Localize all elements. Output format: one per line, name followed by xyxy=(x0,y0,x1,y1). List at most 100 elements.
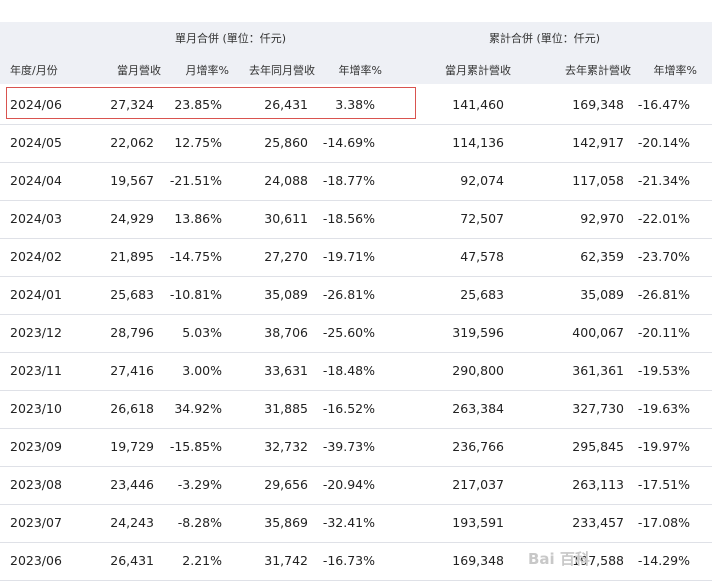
cumulative-yoy-rate-cell: -20.11% xyxy=(637,325,690,340)
period-cell: 2023/08 xyxy=(10,477,62,492)
last-year-monthly-revenue-cell: 27,270 xyxy=(264,249,308,264)
period-cell: 2024/05 xyxy=(10,135,62,150)
last-year-monthly-revenue-cell: 30,611 xyxy=(264,211,308,226)
last-year-monthly-revenue-cell: 31,742 xyxy=(264,553,308,568)
last-year-monthly-revenue-cell: 31,885 xyxy=(264,401,308,416)
column-header: 年度/月份 xyxy=(10,64,58,77)
yoy-rate-cell: -39.73% xyxy=(322,439,375,454)
cumulative-yoy-rate-cell: -17.51% xyxy=(637,477,690,492)
period-cell: 2023/07 xyxy=(10,515,62,530)
table-row: 2024/03 24,929 13.86% 30,611 -18.56% 72,507 92… xyxy=(0,200,712,239)
period-cell: 2024/02 xyxy=(10,249,62,264)
monthly-revenue-cell: 22,062 xyxy=(110,135,154,150)
mom-rate-cell: 3.00% xyxy=(182,363,222,378)
yoy-rate-cell: 3.38% xyxy=(335,97,375,112)
table-row: 2023/12 28,796 5.03% 38,706 -25.60% 319,596 40… xyxy=(0,314,712,353)
table-row: 2023/08 23,446 -3.29% 29,656 -20.94% 217,037 2… xyxy=(0,466,712,505)
column-header: 年增率% xyxy=(338,64,382,77)
last-year-cumulative-revenue-cell: 263,113 xyxy=(572,477,624,492)
monthly-revenue-cell: 27,324 xyxy=(110,97,154,112)
table-header xyxy=(0,22,712,84)
period-cell: 2024/01 xyxy=(10,287,62,302)
table-row: 2024/02 21,895 -14.75% 27,270 -19.71% 47,578 6… xyxy=(0,238,712,277)
monthly-revenue-cell: 21,895 xyxy=(110,249,154,264)
cumulative-revenue-cell: 319,596 xyxy=(452,325,504,340)
period-cell: 2023/06 xyxy=(10,553,62,568)
mom-rate-cell: 12.75% xyxy=(174,135,222,150)
period-cell: 2024/03 xyxy=(10,211,62,226)
mom-rate-cell: -21.51% xyxy=(169,173,222,188)
last-year-monthly-revenue-cell: 35,089 xyxy=(264,287,308,302)
last-year-monthly-revenue-cell: 29,656 xyxy=(264,477,308,492)
cumulative-yoy-rate-cell: -26.81% xyxy=(637,287,690,302)
cumulative-revenue-cell: 169,348 xyxy=(452,553,504,568)
last-year-cumulative-revenue-cell: 142,917 xyxy=(572,135,624,150)
last-year-monthly-revenue-cell: 32,732 xyxy=(264,439,308,454)
monthly-revenue-cell: 25,683 xyxy=(110,287,154,302)
cumulative-yoy-rate-cell: -20.14% xyxy=(637,135,690,150)
period-cell: 2024/04 xyxy=(10,173,62,188)
mom-rate-cell: -3.29% xyxy=(177,477,222,492)
last-year-cumulative-revenue-cell: 169,348 xyxy=(572,97,624,112)
last-year-cumulative-revenue-cell: 295,845 xyxy=(572,439,624,454)
cumulative-revenue-cell: 141,460 xyxy=(452,97,504,112)
group-header-monthly: 單月合併 (單位：仟元) xyxy=(175,32,287,45)
yoy-rate-cell: -14.69% xyxy=(322,135,375,150)
yoy-rate-cell: -18.48% xyxy=(322,363,375,378)
last-year-monthly-revenue-cell: 33,631 xyxy=(264,363,308,378)
table-row: 2024/05 22,062 12.75% 25,860 -14.69% 114,136 1… xyxy=(0,124,712,163)
last-year-cumulative-revenue-cell: 233,457 xyxy=(572,515,624,530)
cumulative-yoy-rate-cell: -19.97% xyxy=(637,439,690,454)
table-row: 2023/06 26,431 2.21% 31,742 -16.73% 169,348 19… xyxy=(0,542,712,581)
yoy-rate-cell: -25.60% xyxy=(322,325,375,340)
table-row: 2023/11 27,416 3.00% 33,631 -18.48% 290,800 36… xyxy=(0,352,712,391)
cumulative-yoy-rate-cell: -16.47% xyxy=(637,97,690,112)
period-cell: 2024/06 xyxy=(10,97,62,112)
cumulative-yoy-rate-cell: -22.01% xyxy=(637,211,690,226)
column-header: 去年累計營收 xyxy=(565,64,631,77)
monthly-revenue-cell: 19,729 xyxy=(110,439,154,454)
last-year-cumulative-revenue-cell: 62,359 xyxy=(580,249,624,264)
cumulative-yoy-rate-cell: -21.34% xyxy=(637,173,690,188)
mom-rate-cell: -10.81% xyxy=(169,287,222,302)
cumulative-revenue-cell: 25,683 xyxy=(460,287,504,302)
yoy-rate-cell: -20.94% xyxy=(322,477,375,492)
table-row: 2023/10 26,618 34.92% 31,885 -16.52% 263,384 3… xyxy=(0,390,712,429)
monthly-revenue-cell: 26,618 xyxy=(110,401,154,416)
cumulative-yoy-rate-cell: -14.29% xyxy=(637,553,690,568)
last-year-cumulative-revenue-cell: 400,067 xyxy=(572,325,624,340)
cumulative-revenue-cell: 47,578 xyxy=(460,249,504,264)
cumulative-revenue-cell: 193,591 xyxy=(452,515,504,530)
column-header: 當月累計營收 xyxy=(445,64,511,77)
last-year-cumulative-revenue-cell: 327,730 xyxy=(572,401,624,416)
cumulative-revenue-cell: 92,074 xyxy=(460,173,504,188)
watermark: Bai 百科 xyxy=(528,550,590,568)
yoy-rate-cell: -18.56% xyxy=(322,211,375,226)
group-header-cumulative: 累計合併 (單位：仟元) xyxy=(489,32,601,45)
last-year-cumulative-revenue-cell: 197,588 xyxy=(572,553,624,568)
cumulative-yoy-rate-cell: -19.63% xyxy=(637,401,690,416)
last-year-monthly-revenue-cell: 35,869 xyxy=(264,515,308,530)
cumulative-revenue-cell: 290,800 xyxy=(452,363,504,378)
monthly-revenue-cell: 23,446 xyxy=(110,477,154,492)
cumulative-revenue-cell: 72,507 xyxy=(460,211,504,226)
table-row: 2023/09 19,729 -15.85% 32,732 -39.73% 236,766… xyxy=(0,428,712,467)
mom-rate-cell: 23.85% xyxy=(174,97,222,112)
period-cell: 2023/09 xyxy=(10,439,62,454)
highlight-box xyxy=(6,87,416,119)
last-year-cumulative-revenue-cell: 92,970 xyxy=(580,211,624,226)
monthly-revenue-cell: 19,567 xyxy=(110,173,154,188)
monthly-revenue-cell: 24,929 xyxy=(110,211,154,226)
column-header: 月增率% xyxy=(185,64,229,77)
last-year-monthly-revenue-cell: 38,706 xyxy=(264,325,308,340)
period-cell: 2023/10 xyxy=(10,401,62,416)
column-header: 當月營收 xyxy=(117,64,161,77)
mom-rate-cell: 13.86% xyxy=(174,211,222,226)
last-year-monthly-revenue-cell: 26,431 xyxy=(264,97,308,112)
table-row: 2024/06 27,324 23.85% 26,431 3.38% 141,460 169… xyxy=(0,86,712,125)
yoy-rate-cell: -18.77% xyxy=(322,173,375,188)
cumulative-revenue-cell: 263,384 xyxy=(452,401,504,416)
cumulative-revenue-cell: 114,136 xyxy=(452,135,504,150)
mom-rate-cell: 34.92% xyxy=(174,401,222,416)
